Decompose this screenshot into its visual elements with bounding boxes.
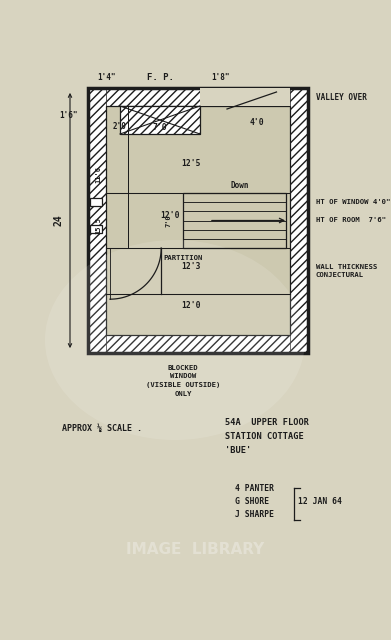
Text: J SHARPE: J SHARPE xyxy=(235,510,274,519)
Text: 12'0: 12'0 xyxy=(181,301,201,310)
Ellipse shape xyxy=(45,240,305,440)
Text: 7'0: 7'0 xyxy=(153,124,167,132)
Text: 4 PANTER: 4 PANTER xyxy=(235,484,274,493)
Bar xyxy=(106,106,290,335)
Text: VALLEY OVER: VALLEY OVER xyxy=(316,93,367,102)
Text: 4'0: 4'0 xyxy=(249,118,264,127)
Bar xyxy=(183,193,286,248)
Bar xyxy=(290,88,308,353)
Text: HT OF ROOM  7'6": HT OF ROOM 7'6" xyxy=(316,218,386,223)
Bar xyxy=(200,88,290,106)
Bar xyxy=(88,335,308,353)
Bar xyxy=(90,225,102,233)
Bar xyxy=(88,88,308,106)
Text: 54A  UPPER FLOOR
STATION COTTAGE
'BUE': 54A UPPER FLOOR STATION COTTAGE 'BUE' xyxy=(225,418,309,455)
Text: 24: 24 xyxy=(53,214,63,227)
Bar xyxy=(120,106,200,134)
Text: 7'0: 7'0 xyxy=(165,214,171,227)
Text: 1'6": 1'6" xyxy=(59,111,77,120)
Text: APPROX ⅛ SCALE .: APPROX ⅛ SCALE . xyxy=(62,424,142,433)
Text: 12'5: 12'5 xyxy=(181,159,201,168)
Text: 1'4": 1'4" xyxy=(97,74,115,83)
Text: 12 JAN 64: 12 JAN 64 xyxy=(298,497,342,506)
Text: 12'3: 12'3 xyxy=(181,262,201,271)
Text: 11'6: 11'6 xyxy=(95,166,101,183)
Text: IMAGE  LIBRARY: IMAGE LIBRARY xyxy=(126,543,264,557)
Text: 2'0: 2'0 xyxy=(113,122,127,131)
Text: 15'5: 15'5 xyxy=(95,216,101,234)
Text: 1'8": 1'8" xyxy=(211,74,229,83)
Text: WALL THICKNESS
CONJECTURAL: WALL THICKNESS CONJECTURAL xyxy=(316,264,377,278)
Bar xyxy=(120,106,200,134)
Bar xyxy=(88,88,308,353)
Text: BLOCKED
WINDOW
(VISIBLE OUTSIDE)
ONLY: BLOCKED WINDOW (VISIBLE OUTSIDE) ONLY xyxy=(146,365,221,397)
Text: PARTITION: PARTITION xyxy=(163,255,203,261)
Text: 12'0: 12'0 xyxy=(161,211,180,220)
Text: G SHORE: G SHORE xyxy=(235,497,269,506)
Text: HT OF WINDOW 4'0": HT OF WINDOW 4'0" xyxy=(316,199,390,205)
Bar xyxy=(88,88,106,353)
Text: F. P.: F. P. xyxy=(147,74,174,83)
Bar xyxy=(90,198,102,205)
Text: Down: Down xyxy=(231,180,249,189)
Bar xyxy=(106,106,290,335)
